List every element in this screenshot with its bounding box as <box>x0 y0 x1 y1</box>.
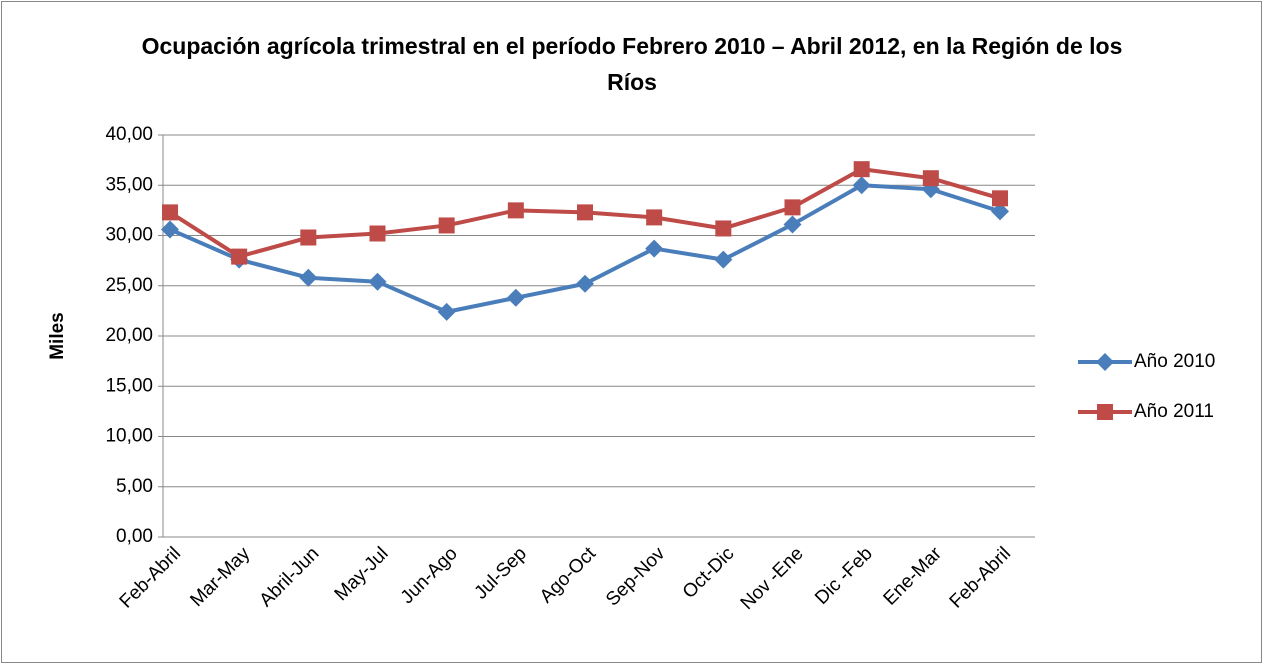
y-tick-label: 35,00 <box>105 174 153 195</box>
legend-label: Año 2011 <box>1134 401 1214 422</box>
y-tick-label: 0,00 <box>116 526 153 547</box>
marker <box>852 176 871 195</box>
marker <box>991 202 1009 221</box>
marker <box>438 217 455 234</box>
y-tick-label: 5,00 <box>116 476 153 497</box>
marker <box>1096 353 1114 371</box>
marker <box>714 250 733 269</box>
marker <box>853 161 870 178</box>
marker <box>506 288 525 307</box>
y-axis-label: Miles <box>47 312 68 360</box>
marker <box>577 204 593 221</box>
marker <box>368 272 387 291</box>
marker <box>1097 404 1113 420</box>
y-tick-label: 30,00 <box>105 225 153 246</box>
marker <box>645 239 664 258</box>
marker <box>300 229 317 246</box>
marker <box>162 204 178 221</box>
marker <box>922 170 939 187</box>
marker <box>783 215 802 234</box>
marker <box>161 220 179 239</box>
y-tick-label: 25,00 <box>105 275 153 296</box>
marker <box>231 248 248 265</box>
marker <box>992 190 1008 207</box>
marker <box>576 274 594 293</box>
marker <box>507 202 524 219</box>
marker <box>715 220 732 237</box>
y-tick-label: 10,00 <box>105 426 153 447</box>
chart-title: Ocupación agrícola trimestral en el perí… <box>141 33 1123 95</box>
marker <box>784 199 801 216</box>
y-tick-label: 20,00 <box>105 325 153 346</box>
marker <box>437 302 456 321</box>
y-tick-label: 15,00 <box>105 375 153 396</box>
legend-label: Año 2010 <box>1134 351 1215 372</box>
marker <box>646 209 663 226</box>
marker <box>299 268 318 287</box>
marker <box>369 225 386 242</box>
y-tick-label: 40,00 <box>105 124 153 145</box>
